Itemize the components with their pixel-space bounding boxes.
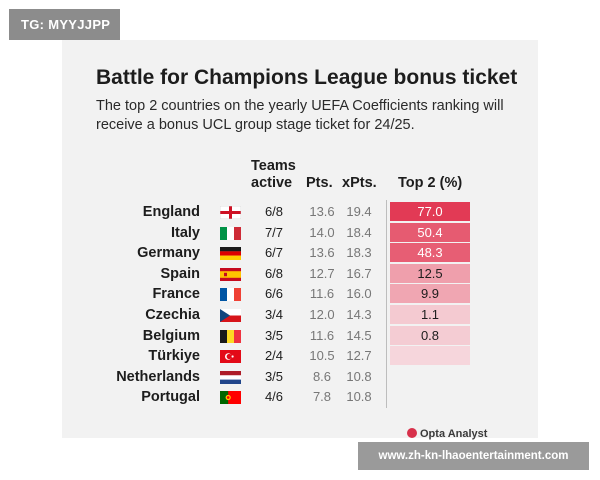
top2-cell: 9.9 bbox=[390, 284, 470, 304]
table-row: France 6/6 11.6 16.0 9.9 bbox=[0, 284, 600, 304]
country-label: Czechia bbox=[145, 307, 200, 323]
active-cell: 6/8 bbox=[264, 204, 284, 219]
watermark-top: TG: MYYJJPP bbox=[9, 9, 120, 40]
xpts-cell: 19.4 bbox=[346, 204, 372, 219]
top2-cell: 0.8 bbox=[390, 325, 470, 345]
active-cell: 7/7 bbox=[264, 224, 284, 240]
chart-subtitle: The top 2 countries on the yearly UEFA C… bbox=[96, 98, 504, 133]
pts-cell: 12.0 bbox=[309, 307, 335, 322]
table-row: Germany 6/7 13.6 18.3 48.3 bbox=[0, 243, 600, 263]
portugal-flag-icon bbox=[220, 391, 241, 405]
column-separator bbox=[386, 200, 387, 408]
pts-cell: 11.6 bbox=[309, 327, 335, 343]
xpts-cell: 16.0 bbox=[346, 286, 372, 302]
country-label: Portugal bbox=[141, 389, 200, 406]
spain-flag-icon bbox=[220, 267, 241, 281]
table-row: Portugal 4/6 7.8 10.8 bbox=[0, 387, 600, 407]
country-label: Germany bbox=[137, 245, 200, 262]
top2-cell: 1.1 bbox=[390, 305, 470, 324]
header-teams-line: Teams bbox=[251, 158, 296, 174]
turkiye-flag-icon bbox=[220, 350, 241, 364]
active-cell: 3/4 bbox=[264, 307, 284, 322]
active-cell: 3/5 bbox=[264, 368, 284, 384]
top2-cell: 50.4 bbox=[390, 222, 470, 242]
country-label: Spain bbox=[160, 265, 200, 282]
xpts-cell: 14.5 bbox=[346, 327, 372, 343]
country-label: England bbox=[142, 204, 200, 220]
watermark-bottom: www.zh-kn-lhaoentertainment.com bbox=[358, 442, 589, 470]
pts-cell: 12.7 bbox=[309, 265, 335, 281]
xpts-cell: 10.8 bbox=[346, 389, 372, 405]
header-active-line: active bbox=[251, 175, 293, 191]
country-label: Netherlands bbox=[116, 368, 200, 385]
active-cell: 3/5 bbox=[264, 327, 284, 343]
chart-title: Battle for Champions League bonus ticket bbox=[96, 66, 518, 89]
active-cell: 6/7 bbox=[264, 245, 284, 261]
active-cell: 6/6 bbox=[264, 286, 284, 302]
country-label: Türkiye bbox=[148, 348, 200, 365]
pts-cell: 13.6 bbox=[309, 245, 335, 261]
top2-cell: 48.3 bbox=[390, 243, 470, 263]
brand-logo: Opta Analyst bbox=[407, 428, 487, 440]
pts-cell: 7.8 bbox=[312, 389, 332, 405]
pts-cell: 13.6 bbox=[309, 204, 335, 219]
top2-cell bbox=[390, 387, 470, 406]
table-row: Italy 7/7 14.0 18.4 50.4 bbox=[0, 222, 600, 243]
netherlands-flag-icon bbox=[220, 370, 241, 384]
table-row: Czechia 3/4 12.0 14.3 1.1 bbox=[0, 305, 600, 325]
country-label: Italy bbox=[170, 224, 200, 241]
germany-flag-icon bbox=[220, 247, 241, 261]
country-label: France bbox=[152, 286, 200, 303]
country-label: Belgium bbox=[142, 327, 200, 344]
table-row: Türkiye 2/4 10.5 12.7 bbox=[0, 346, 600, 366]
xpts-cell: 12.7 bbox=[346, 348, 372, 364]
england-flag-icon bbox=[220, 206, 241, 219]
xpts-cell: 18.4 bbox=[346, 224, 372, 240]
pts-cell: 11.6 bbox=[309, 286, 335, 302]
pts-cell: 10.5 bbox=[309, 348, 335, 364]
top2-cell: 12.5 bbox=[390, 263, 470, 283]
xpts-cell: 16.7 bbox=[346, 265, 372, 281]
table-row: England 6/8 13.6 19.4 77.0 bbox=[0, 202, 600, 222]
header-pts: Pts. bbox=[306, 175, 333, 191]
xpts-cell: 14.3 bbox=[346, 307, 372, 322]
czechia-flag-icon bbox=[220, 309, 241, 322]
header-xpts: xPts. bbox=[342, 175, 377, 191]
xpts-cell: 18.3 bbox=[346, 245, 372, 261]
italy-flag-icon bbox=[220, 226, 241, 240]
active-cell: 2/4 bbox=[264, 348, 284, 364]
brand-text: Opta Analyst bbox=[420, 428, 488, 440]
table-row: Belgium 3/5 11.6 14.5 0.8 bbox=[0, 325, 600, 346]
pts-cell: 14.0 bbox=[309, 224, 335, 240]
active-cell: 4/6 bbox=[264, 389, 284, 405]
header-top2: Top 2 (%) bbox=[398, 175, 463, 191]
top2-cell bbox=[390, 367, 470, 386]
pts-cell: 8.6 bbox=[312, 368, 332, 384]
table-row: Netherlands 3/5 8.6 10.8 bbox=[0, 367, 600, 387]
table-row: Spain 6/8 12.7 16.7 12.5 bbox=[0, 263, 600, 284]
top2-cell: 77.0 bbox=[390, 202, 470, 221]
belgium-flag-icon bbox=[220, 329, 241, 343]
header-teams-active: Teams active bbox=[251, 158, 296, 192]
active-cell: 6/8 bbox=[264, 265, 284, 281]
france-flag-icon bbox=[220, 288, 241, 302]
xpts-cell: 10.8 bbox=[346, 368, 372, 384]
top2-cell bbox=[390, 346, 470, 366]
brand-mark-icon bbox=[407, 428, 417, 438]
